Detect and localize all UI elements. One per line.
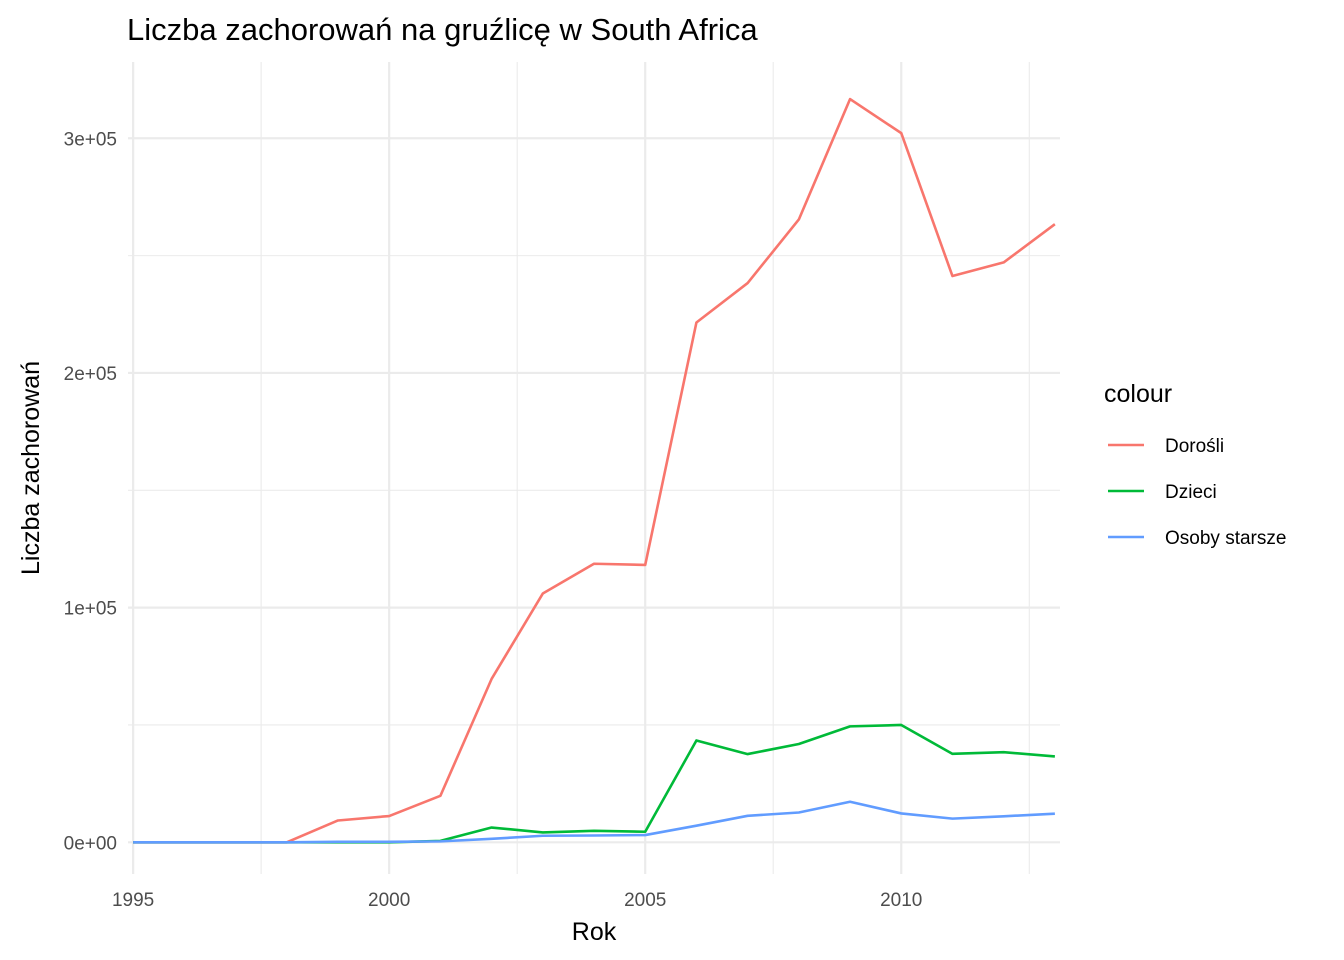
- y-tick-label: 2e+05: [64, 364, 117, 385]
- legend: colour Dorośli Dzieci Osoby starsze: [1104, 380, 1286, 549]
- x-tick-label: 2005: [624, 890, 666, 911]
- legend-entries: Dorośli Dzieci Osoby starsze: [1108, 436, 1286, 549]
- series-line-1: [133, 97, 1056, 844]
- legend-entry: Dzieci: [1108, 482, 1217, 503]
- legend-label: Dzieci: [1165, 482, 1217, 503]
- x-tick-label: 2010: [880, 890, 922, 911]
- series-line-3: [133, 800, 1055, 844]
- y-axis-title: Liczba zachorowań: [17, 361, 45, 575]
- x-tick-label: 1995: [112, 890, 154, 911]
- legend-label: Osoby starsze: [1165, 528, 1286, 549]
- y-tick-label: 1e+05: [64, 599, 117, 620]
- legend-entry: Dorośli: [1108, 436, 1224, 457]
- tick-labels: 1995 2000 2005 2010 0e+00 1e+05 2e+05 3e+05: [64, 129, 923, 911]
- x-tick-label: 2000: [368, 890, 410, 911]
- grid: [128, 62, 1060, 874]
- legend-title: colour: [1104, 380, 1172, 408]
- series-line-2: [133, 723, 1055, 844]
- x-axis-title: Rok: [572, 918, 617, 946]
- series-lines: [133, 97, 1056, 844]
- legend-label: Dorośli: [1165, 436, 1224, 457]
- y-tick-label: 3e+05: [64, 129, 117, 150]
- legend-entry: Osoby starsze: [1108, 528, 1286, 549]
- chart-title: Liczba zachorowań na gruźlicę w South Af…: [127, 12, 758, 47]
- y-tick-label: 0e+00: [64, 833, 117, 854]
